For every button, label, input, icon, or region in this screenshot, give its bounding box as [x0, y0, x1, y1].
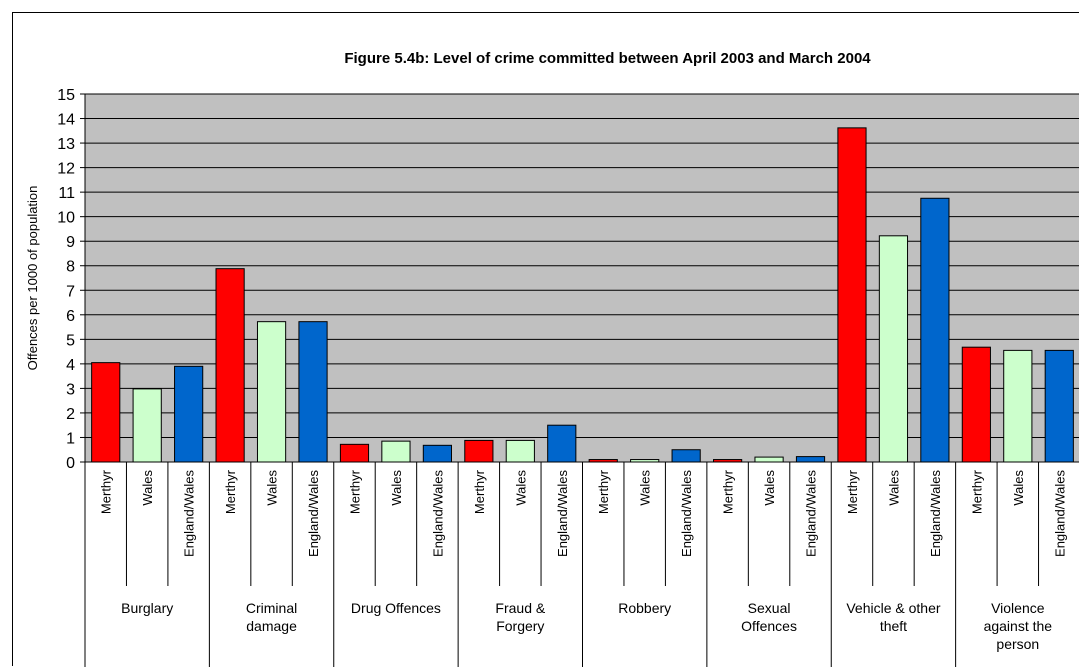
x-group-label: against the: [984, 618, 1053, 634]
bar-england-wales: [422, 444, 452, 463]
x-group-label: Sexual: [748, 600, 791, 616]
y-tick-label: 13: [57, 136, 75, 153]
bar-wales: [754, 456, 784, 463]
x-subcategory-label: England/Wales: [1052, 470, 1067, 557]
y-tick-label: 9: [66, 234, 75, 251]
x-subcategory-label: Wales: [265, 470, 280, 506]
y-tick-label: 3: [66, 381, 75, 398]
bar-wales: [381, 440, 411, 463]
x-group-label: Burglary: [121, 600, 173, 616]
x-group-label: Drug Offences: [351, 600, 441, 616]
y-tick-label: 6: [66, 308, 75, 325]
x-subcategory-label: England/Wales: [182, 470, 197, 557]
x-subcategory-label: England/Wales: [928, 470, 943, 557]
bar-england-wales: [795, 456, 826, 463]
bar-merthyr: [837, 127, 867, 463]
bar-wales: [630, 459, 660, 463]
x-subcategory-label: Merthyr: [969, 469, 984, 514]
x-group-label: theft: [880, 618, 907, 634]
x-subcategory-label: England/Wales: [679, 470, 694, 557]
x-group-label: damage: [246, 618, 297, 634]
x-group-label: person: [996, 636, 1039, 652]
x-subcategory-label: Wales: [886, 470, 901, 506]
bar-england-wales: [174, 365, 204, 463]
bar-merthyr: [464, 439, 494, 463]
bar-england-wales: [920, 197, 950, 463]
bar-merthyr: [91, 362, 121, 463]
x-subcategory-label: Merthyr: [845, 469, 860, 514]
bar-england-wales: [298, 321, 328, 463]
x-subcategory-label: Wales: [513, 470, 528, 506]
x-subcategory-label: Merthyr: [99, 469, 114, 514]
x-group-label: Criminal: [246, 600, 297, 616]
chart-frame: Figure 5.4b: Level of crime committed be…: [12, 12, 1079, 667]
y-axis-label: Offences per 1000 of population: [25, 186, 40, 371]
x-group-label: Forgery: [496, 618, 544, 634]
bar-england-wales: [547, 424, 577, 463]
x-group-label: Offences: [741, 618, 797, 634]
y-tick-label: 15: [57, 87, 75, 104]
bar-wales: [505, 439, 535, 463]
x-subcategory-label: Merthyr: [721, 469, 736, 514]
bar-england-wales: [671, 449, 701, 463]
y-tick-label: 8: [66, 259, 75, 276]
x-subcategory-label: Wales: [638, 470, 653, 506]
bar-wales: [1003, 349, 1033, 463]
bar-merthyr: [961, 346, 991, 463]
y-tick-label: 2: [66, 406, 75, 423]
x-subcategory-label: Wales: [389, 470, 404, 506]
bar-wales: [878, 235, 909, 463]
x-subcategory-label: England/Wales: [430, 470, 445, 557]
chart-title: Figure 5.4b: Level of crime committed be…: [344, 50, 871, 67]
x-group-label: Robbery: [618, 600, 671, 616]
bar-wales: [256, 321, 287, 463]
bar-england-wales: [1044, 349, 1074, 463]
y-tick-label: 12: [57, 161, 75, 178]
y-tick-label: 7: [66, 283, 75, 300]
bar-merthyr: [588, 459, 618, 463]
x-subcategory-label: Merthyr: [596, 469, 611, 514]
x-group-label: Violence: [991, 600, 1045, 616]
bar-chart: Figure 5.4b: Level of crime committed be…: [25, 50, 1079, 667]
x-subcategory-label: England/Wales: [804, 470, 819, 557]
plot-area: [84, 93, 1079, 463]
x-subcategory-label: Merthyr: [223, 469, 238, 514]
y-tick-label: 5: [66, 332, 75, 349]
y-tick-label: 10: [57, 210, 75, 227]
x-subcategory-label: Wales: [140, 470, 155, 506]
bar-wales: [132, 388, 162, 463]
bar-merthyr: [339, 443, 370, 463]
x-group-label: Vehicle & other: [846, 600, 941, 616]
x-subcategory-label: Merthyr: [472, 469, 487, 514]
bar-merthyr: [215, 268, 245, 463]
x-subcategory-label: England/Wales: [555, 470, 570, 557]
y-tick-label: 14: [57, 112, 75, 129]
x-subcategory-label: Wales: [1011, 470, 1026, 506]
x-group-label: Fraud &: [495, 600, 545, 616]
bar-merthyr: [713, 459, 743, 463]
y-tick-label: 11: [58, 185, 75, 202]
y-tick-label: 1: [66, 430, 75, 447]
x-subcategory-label: Wales: [762, 470, 777, 506]
x-subcategory-label: England/Wales: [306, 470, 321, 557]
x-subcategory-label: Merthyr: [347, 469, 362, 514]
y-tick-label: 4: [66, 357, 75, 374]
y-tick-label: 0: [66, 455, 75, 472]
